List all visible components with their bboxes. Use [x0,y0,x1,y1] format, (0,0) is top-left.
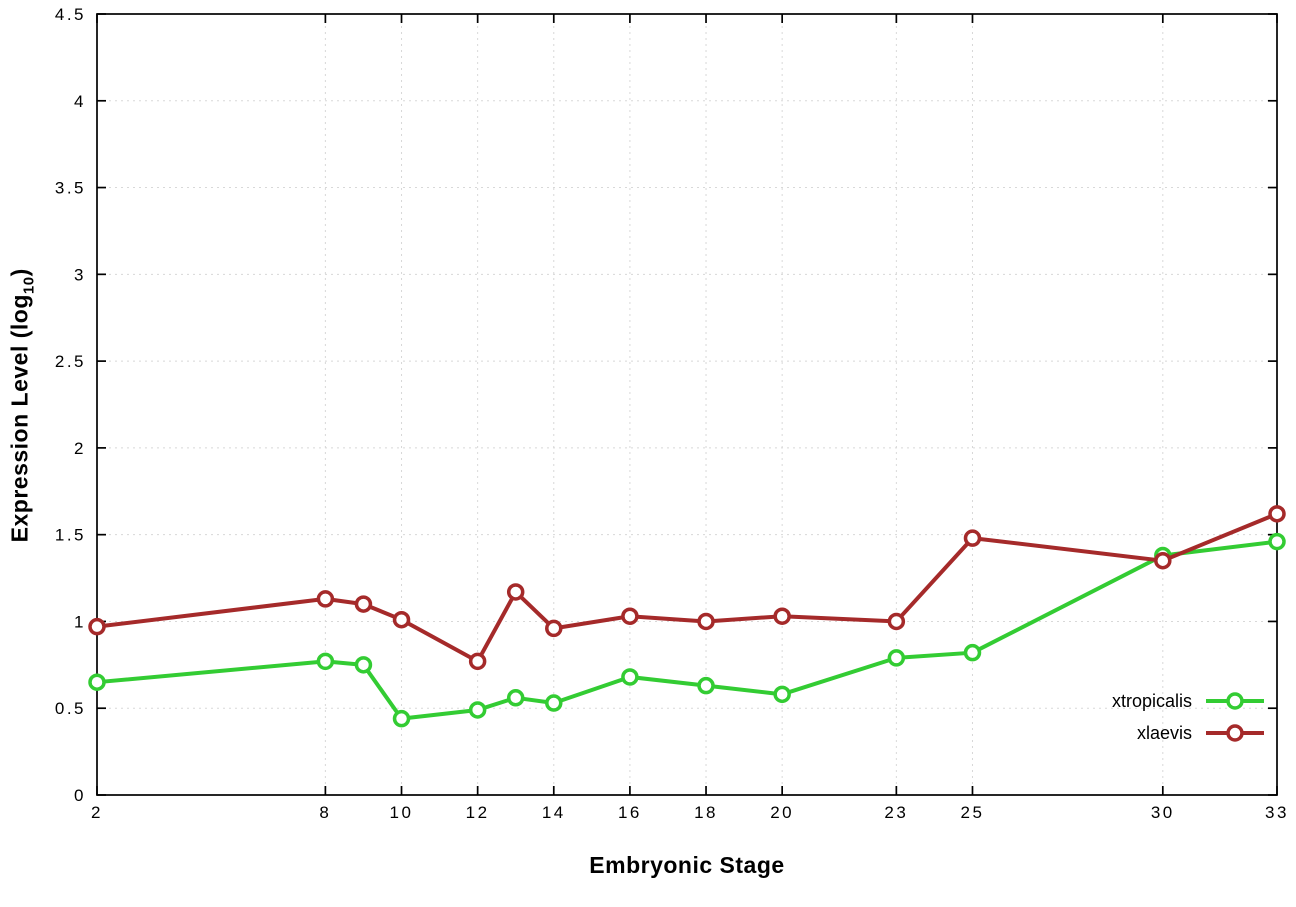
x-tick-label: 14 [542,803,566,822]
data-point-xlaevis [354,595,373,613]
plot-border [96,13,1278,796]
y-axis-label: Expression Level (log10) [7,105,38,705]
data-point-xlaevis [316,590,335,608]
x-tick-label: 23 [884,803,908,822]
y-tick-label: 0.5 [55,699,86,718]
x-tick-label: 30 [1151,803,1175,822]
x-tick-label: 10 [390,803,414,822]
data-point-xlaevis [773,607,791,625]
y-tick-label: 2 [74,439,86,458]
data-point-xtropicalis [1268,532,1286,551]
data-point-xlaevis [88,617,106,636]
x-tick-label: 20 [770,803,794,822]
y-tick-label: 3.5 [55,179,86,198]
data-point-xtropicalis [887,649,906,667]
x-axis-label: Embryonic Stage [589,852,785,878]
data-point-xtropicalis [354,656,373,674]
data-point-xlaevis [1268,505,1286,523]
y-axis-label-subscript: 10 [20,276,38,295]
data-point-xlaevis [621,607,639,625]
x-tick-label: 12 [466,803,490,822]
x-tick-label: 8 [319,803,331,822]
x-tick-label: 2 [91,803,103,822]
y-tick-label: 4.5 [55,5,86,24]
y-tick-label: 2.5 [55,352,86,371]
legend-label-xlaevis: xlaevis [1137,723,1192,743]
data-point-xlaevis [887,612,906,631]
y-tick-label: 3 [74,265,86,284]
x-tick-label: 16 [618,803,642,822]
data-point-xtropicalis [545,694,563,712]
data-point-xtropicalis [316,652,335,671]
data-point-xtropicalis [697,676,715,695]
data-point-xtropicalis [88,673,106,691]
data-point-xtropicalis [963,643,982,662]
legend-label-xtropicalis: xtropicalis [1112,691,1192,711]
data-point-xlaevis [963,529,982,547]
data-point-xlaevis [392,610,411,629]
series-line-xtropicalis [95,539,1279,721]
y-tick-label: 1.5 [55,526,86,545]
data-point-xlaevis [697,612,715,631]
legend-sample-marker-xtropicalis [1226,692,1244,710]
data-point-xtropicalis [468,701,487,719]
x-tick-label: 33 [1265,803,1289,822]
legend-sample-marker-xlaevis [1226,724,1244,742]
y-axis-label-end: ) [6,268,33,277]
y-tick-label: 4 [74,92,86,111]
y-tick-label: 1 [74,612,86,631]
data-point-xlaevis [545,619,563,638]
y-axis-label-main: Expression Level (log [6,294,33,543]
data-point-xlaevis [1154,551,1172,570]
data-point-xtropicalis [392,709,411,728]
x-tick-label: 25 [961,803,985,822]
y-tick-label: 0 [74,786,86,805]
data-point-xlaevis [468,652,487,671]
data-point-xtropicalis [506,689,525,707]
data-point-xlaevis [506,583,525,601]
x-tick-label: 18 [694,803,718,822]
data-point-xtropicalis [773,685,791,704]
data-point-xtropicalis [621,668,639,686]
